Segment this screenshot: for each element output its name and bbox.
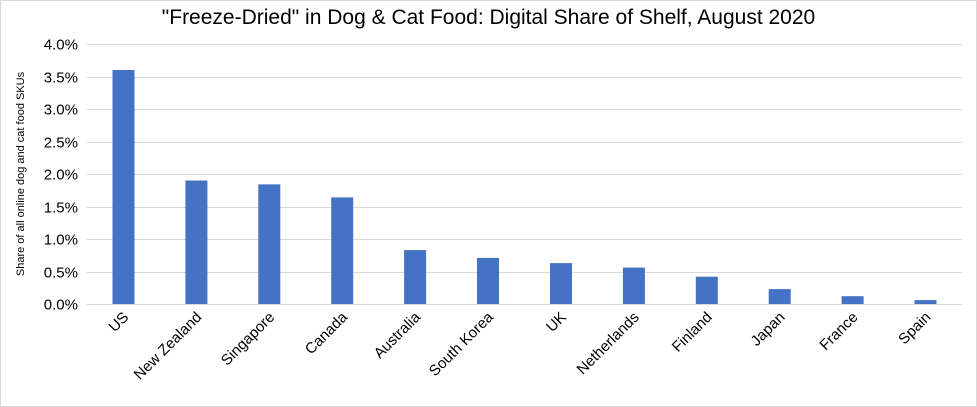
category-label: Canada — [302, 308, 352, 358]
bars — [112, 70, 937, 304]
bar-finland — [695, 276, 718, 304]
bar-australia — [404, 250, 427, 304]
category-label: US — [106, 309, 133, 336]
gridlines — [87, 44, 962, 305]
category-label: UK — [543, 309, 570, 336]
bar-us — [112, 70, 135, 304]
category-label: Finland — [669, 309, 716, 356]
category-label: Australia — [371, 308, 425, 362]
bar-uk — [550, 263, 572, 304]
category-label: Netherlands — [574, 309, 643, 378]
category-label: New Zealand — [131, 309, 206, 384]
category-label: Singapore — [218, 309, 278, 369]
y-tick-label: 0.0% — [44, 297, 78, 314]
category-label: Spain — [895, 309, 934, 348]
bar-singapore — [258, 184, 281, 304]
y-tick-label: 2.5% — [44, 135, 78, 152]
chart-title: "Freeze-Dried" in Dog & Cat Food: Digita… — [161, 6, 816, 29]
bar-netherlands — [622, 267, 645, 304]
bar-spain — [914, 300, 937, 304]
category-label: South Korea — [426, 308, 497, 379]
y-tick-label: 1.5% — [44, 200, 78, 217]
y-tick-label: 4.0% — [44, 37, 78, 54]
y-tick-label: 3.0% — [44, 102, 78, 119]
y-tick-labels: 0.0% 0.5% 1.0% 1.5% 2.0% 2.5% 3.0% 3.5% 4.0% — [44, 37, 78, 314]
bar-new-zealand — [185, 180, 208, 304]
y-tick-label: 3.5% — [44, 70, 78, 87]
bar-france — [841, 296, 864, 304]
bar-canada — [331, 197, 354, 304]
bar-japan — [768, 289, 791, 304]
y-tick-label: 2.0% — [44, 167, 78, 184]
y-tick-label: 1.0% — [44, 232, 78, 249]
bar-south-korea — [477, 257, 499, 304]
y-tick-label: 0.5% — [44, 265, 78, 282]
category-label: France — [816, 309, 861, 354]
category-label: Japan — [748, 309, 789, 350]
